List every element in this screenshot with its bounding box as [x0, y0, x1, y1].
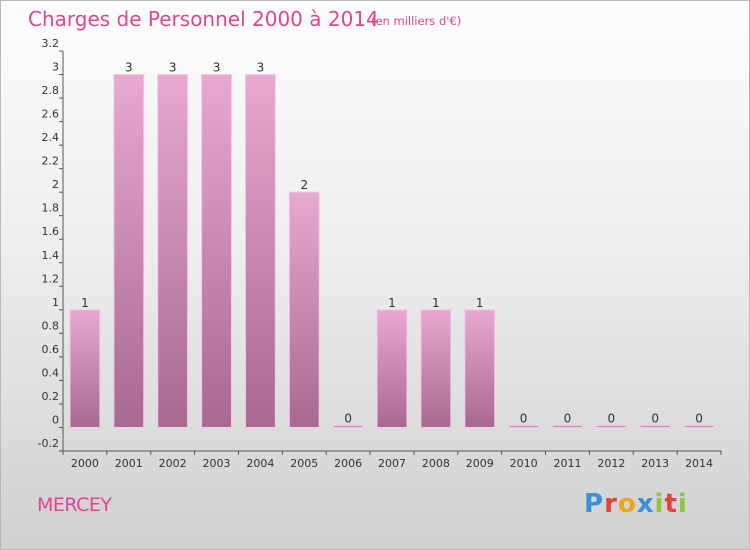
y-tick-label: 2.6: [42, 108, 60, 121]
chart-bars: [69, 74, 715, 428]
bar-value-label: 1: [81, 296, 89, 310]
x-tick-label: 2009: [466, 457, 494, 470]
bar: [683, 424, 715, 428]
y-tick-label: 2.2: [42, 155, 60, 168]
bar-value-label: 3: [213, 61, 221, 75]
bar-value-label: 0: [564, 411, 572, 425]
bar: [595, 424, 627, 428]
x-tick-label: 2008: [422, 457, 450, 470]
bar-value-label: 0: [344, 411, 352, 425]
proxiti-logo: Proxiti: [584, 489, 688, 519]
y-tick-label: 3: [52, 61, 59, 74]
logo-letter: t: [664, 489, 678, 519]
bar-value-label: 1: [432, 296, 440, 310]
bar: [244, 74, 276, 428]
bar-value-label: 3: [257, 61, 265, 75]
x-tick-label: 2005: [290, 457, 318, 470]
commune-name: MERCEY: [37, 494, 112, 516]
y-tick-label: 0.6: [42, 343, 60, 356]
bar-value-label: 1: [388, 296, 396, 310]
x-tick-label: 2011: [553, 457, 581, 470]
logo-letter: P: [584, 489, 605, 519]
bar: [552, 424, 583, 428]
bar: [508, 424, 540, 428]
chart-axes: 3.2 3 2.8 2.6 2.4 2.2 2 1.8 1.6 1.4 1.2 1 0.8 0.6 0.4 0…: [38, 37, 722, 455]
logo-letter: r: [604, 489, 618, 519]
x-tick-label: 2001: [115, 457, 143, 470]
y-tick-label: 1: [52, 296, 59, 309]
y-tick-label: 3.2: [42, 37, 60, 50]
x-tick-label: 2006: [334, 457, 362, 470]
y-tick-label: 1.6: [42, 225, 60, 238]
y-tick-label: 2.8: [42, 84, 60, 97]
y-tick-label: 2: [52, 178, 59, 191]
x-tick-label: 2012: [597, 457, 625, 470]
x-tick-label: 2013: [641, 457, 669, 470]
bar: [639, 424, 671, 428]
bar-value-label: 2: [300, 178, 308, 192]
bar-value-label: 3: [169, 61, 177, 75]
bar: [376, 309, 408, 428]
x-tick-label: 2004: [246, 457, 274, 470]
bar-value-label: 3: [125, 61, 133, 75]
y-tick-label: 1.8: [42, 202, 60, 215]
x-tick-label: 2010: [510, 457, 538, 470]
y-tick-label: -0.2: [38, 437, 59, 450]
chart-title: Charges de Personnel 2000 à 2014: [28, 7, 379, 31]
logo-letter: i: [654, 489, 665, 519]
x-tick-label: 2000: [71, 457, 99, 470]
x-tick-label: 2007: [378, 457, 406, 470]
bar: [69, 309, 101, 428]
bar-value-label: 0: [695, 411, 703, 425]
bar: [157, 74, 189, 428]
x-tick-label: 2003: [203, 457, 231, 470]
bar-value-label: 1: [476, 296, 484, 310]
chart-subtitle: (en milliers d'€): [371, 14, 462, 28]
logo-letter: i: [677, 489, 688, 519]
y-tick-label: 0: [52, 413, 59, 426]
bar-value-label: 0: [608, 411, 616, 425]
bar: [464, 309, 496, 428]
y-tick-label: 2.4: [42, 131, 60, 144]
y-tick-label: 0.4: [42, 366, 60, 379]
chart-labels: 1 2000 3 2001 3 2002 3 2003 3 2004 2 2005 0 2006 1 2007…: [71, 61, 713, 470]
bar-value-label: 0: [651, 411, 659, 425]
logo-letter: o: [617, 489, 637, 519]
y-tick-label: 0.8: [42, 319, 60, 332]
bar: [332, 424, 364, 428]
y-tick-label: 0.2: [42, 390, 60, 403]
bar-value-label: 0: [520, 411, 528, 425]
y-tick-label: 1.4: [42, 249, 60, 262]
bar: [113, 74, 145, 428]
bar: [201, 74, 232, 428]
x-tick-label: 2014: [685, 457, 713, 470]
x-tick-label: 2002: [159, 457, 187, 470]
bar: [288, 191, 320, 428]
y-tick-label: 1.2: [42, 272, 60, 285]
bar: [420, 309, 452, 428]
logo-letter: x: [636, 489, 655, 519]
